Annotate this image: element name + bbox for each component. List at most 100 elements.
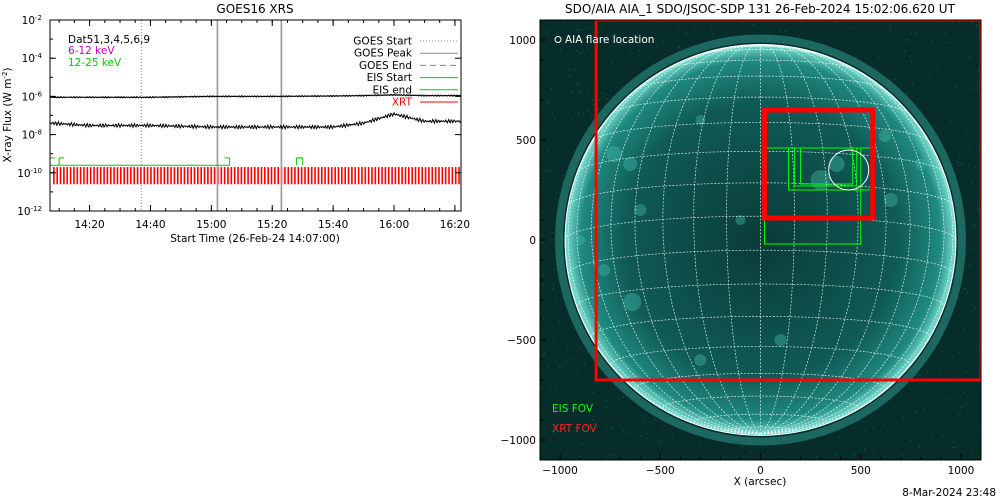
legend-eis-fov: EIS FOV: [552, 403, 594, 415]
aia-noise-pixel: [908, 40, 910, 42]
aia-noise-pixel: [548, 169, 550, 171]
aia-noise-pixel: [546, 30, 548, 32]
aia-noise-pixel: [834, 36, 836, 38]
aia-noise-pixel: [565, 361, 567, 363]
active-region: [774, 333, 787, 347]
aia-noise-pixel: [601, 91, 603, 94]
latitude-line: [610, 96, 911, 116]
aia-noise-pixel: [562, 174, 564, 177]
aia-noise-pixel: [967, 396, 969, 398]
eis-end-marker: [224, 157, 231, 166]
aia-noise-pixel: [543, 318, 545, 321]
aia-noise-pixel: [914, 33, 917, 36]
aia-noise-pixel: [780, 455, 782, 457]
aia-noise-pixel: [954, 446, 956, 449]
xrt-observation-bar: [334, 167, 336, 185]
aia-noise-pixel: [948, 47, 951, 50]
goes-x-tick-label: 14:20: [74, 219, 104, 231]
aia-noise-pixel: [550, 385, 552, 388]
aia-noise-pixel: [895, 78, 897, 80]
xrt-observation-bar: [163, 167, 166, 185]
aia-noise-pixel: [547, 149, 549, 152]
xrt-observation-bar: [401, 167, 403, 185]
xrt-observation-bar: [424, 167, 427, 185]
aia-noise-pixel: [661, 429, 663, 431]
goes-legend-label: EIS Start: [367, 72, 412, 84]
xrt-observation-bar: [304, 167, 306, 185]
aia-noise-pixel: [863, 430, 865, 432]
aia-noise-pixel: [872, 453, 875, 455]
xrt-observation-bar: [351, 167, 353, 185]
aia-noise-pixel: [545, 127, 548, 130]
aia-noise-pixel: [576, 83, 578, 85]
aia-noise-pixel: [567, 69, 570, 71]
aia-noise-pixel: [548, 396, 551, 398]
aia-noise-pixel: [939, 372, 942, 374]
aia-noise-pixel: [950, 120, 952, 123]
aia-noise-pixel: [582, 113, 584, 115]
aia-noise-pixel: [547, 103, 550, 105]
aia-noise-pixel: [617, 42, 620, 44]
aia-noise-pixel: [712, 34, 714, 36]
xrt-observation-bar: [213, 167, 216, 185]
aia-noise-pixel: [923, 408, 925, 411]
aia-noise-pixel: [958, 413, 960, 415]
aia-noise-pixel: [940, 106, 942, 109]
aia-noise-pixel: [543, 178, 545, 180]
longitude-line: [760, 45, 911, 435]
aia-noise-pixel: [598, 99, 600, 101]
aia-noise-pixel: [724, 25, 726, 27]
xrt-observation-bar: [150, 167, 152, 185]
goes-legend-label: XRT: [392, 97, 413, 109]
xrt-observation-bar: [367, 167, 370, 185]
active-region: [828, 155, 845, 173]
aia-noise-pixel: [943, 71, 946, 73]
xrt-observation-bar: [193, 167, 196, 185]
aia-noise-pixel: [659, 442, 662, 444]
xrt-observation-bar: [408, 167, 410, 185]
active-region: [598, 263, 611, 277]
aia-noise-pixel: [614, 33, 616, 35]
aia-noise-pixel: [973, 89, 975, 91]
aia-noise-pixel: [816, 456, 818, 458]
xrt-observation-bar: [223, 167, 226, 185]
aia-noise-pixel: [573, 68, 575, 70]
aia-noise-pixel: [558, 321, 561, 323]
xrt-observation-bar: [327, 167, 330, 185]
active-region: [883, 192, 898, 208]
aia-noise-pixel: [957, 161, 959, 163]
xrt-observation-bar: [130, 167, 132, 185]
xrt-observation-bar: [320, 167, 323, 185]
aia-noise-pixel: [654, 419, 656, 421]
aia-noise-pixel: [568, 314, 570, 316]
aia-noise-pixel: [597, 87, 599, 89]
aia-noise-pixel: [869, 402, 871, 404]
aia-noise-pixel: [967, 129, 969, 131]
aia-noise-pixel: [574, 407, 576, 410]
aia-noise-pixel: [678, 46, 680, 48]
flare-location-circle: [828, 149, 870, 191]
aia-noise-pixel: [553, 118, 556, 120]
aia-noise-pixel: [964, 66, 966, 68]
aia-noise-pixel: [646, 437, 648, 439]
aia-noise-pixel: [978, 33, 980, 35]
xrt-observation-bar: [133, 167, 136, 185]
xrt-observation-bar: [307, 167, 310, 185]
aia-noise-pixel: [584, 404, 586, 406]
footer-timestamp: 8-Mar-2024 23:48: [902, 487, 996, 499]
aia-noise-pixel: [941, 351, 943, 353]
xrt-observation-bar: [384, 167, 387, 185]
aia-noise-pixel: [582, 443, 584, 445]
xrt-observation-bar: [434, 167, 437, 185]
xrt-observation-bar: [56, 167, 58, 185]
xrt-observation-bar: [411, 167, 413, 185]
aia-noise-pixel: [543, 353, 545, 356]
xrt-observation-bar: [207, 167, 209, 185]
aia-noise-pixel: [571, 91, 573, 93]
active-region: [606, 145, 623, 163]
aia-noise-pixel: [901, 454, 903, 456]
active-region: [810, 169, 831, 191]
aia-noise-pixel: [586, 27, 588, 29]
xrt-observation-bar: [106, 167, 109, 185]
aia-noise-pixel: [942, 435, 944, 438]
